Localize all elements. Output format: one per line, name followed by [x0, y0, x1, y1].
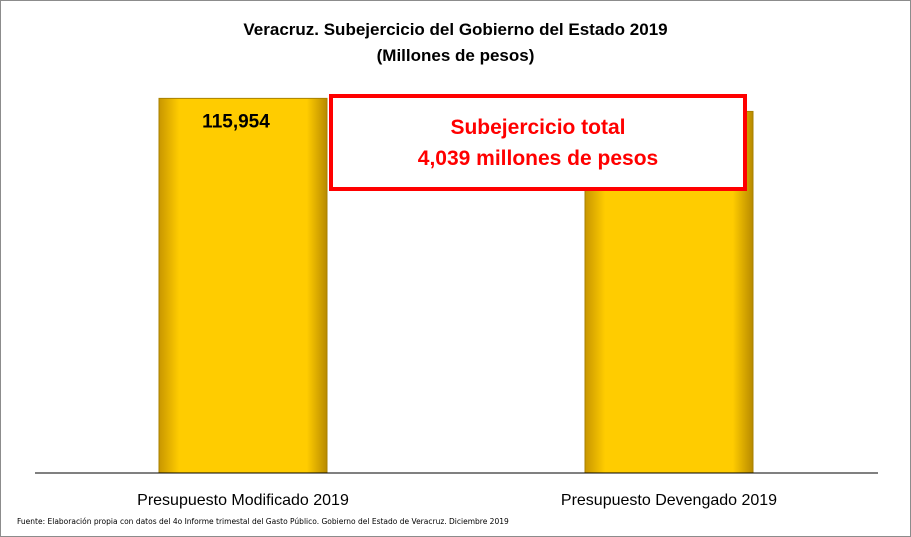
source-note: Fuente: Elaboración propia con datos del…: [17, 517, 509, 526]
chart-title: Veracruz. Subejercicio del Gobierno del …: [243, 20, 668, 39]
callout-line-2: 4,039 millones de pesos: [417, 146, 659, 170]
category-label-2: Presupuesto Devengado 2019: [561, 492, 777, 509]
bar-value-label-1: 115,954: [202, 111, 270, 132]
chart-subtitle: (Millones de pesos): [376, 46, 535, 65]
category-label-1: Presupuesto Modificado 2019: [137, 492, 349, 509]
subejercicio-callout: Subejercicio total 4,039 millones de pes…: [329, 94, 747, 191]
bar-1: [158, 97, 328, 474]
callout-line-1: Subejercicio total: [450, 115, 626, 139]
